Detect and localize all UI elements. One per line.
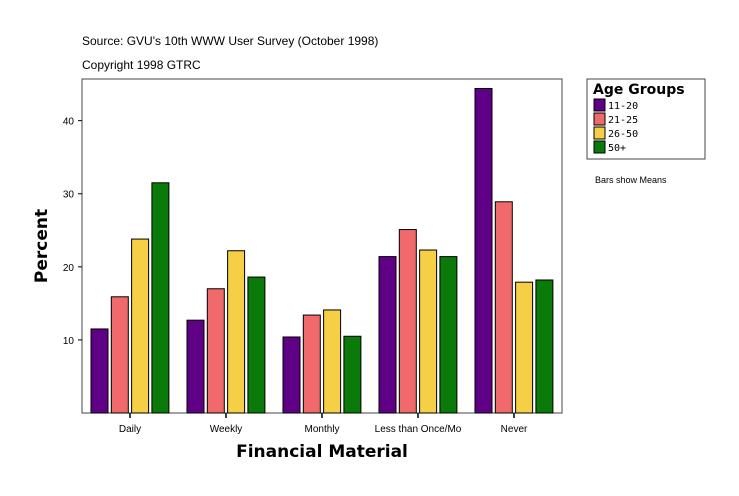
y-tick-label: 10 [63,336,75,347]
bar-11-20-Weekly [186,319,205,414]
bar-21-25-Less than Once/Mo [398,229,417,414]
bar-11-20-Less than Once/Mo [378,256,397,414]
legend-box [586,78,706,160]
x-tick-label: Daily [119,424,141,435]
bar-50+-Daily [151,182,170,414]
bar-11-20-Never [474,88,493,414]
bar-50+-Weekly [247,276,266,414]
legend-label: 50+ [608,143,626,154]
bar-26-50-Never [515,281,534,414]
bar-26-50-Less than Once/Mo [419,249,438,414]
legend-swatch [593,140,606,154]
legend-title: Age Groups [593,82,685,98]
legend: Age Groups 11-20 21-25 26-50 50+ [586,78,706,160]
legend-swatch [593,112,606,126]
x-tick-label: Weekly [210,424,243,435]
x-tick-label: Less than Once/Mo [375,424,462,435]
y-tick-label: 40 [63,117,75,128]
legend-label: 26-50 [608,129,638,140]
bar-21-25-Weekly [206,288,225,414]
y-axis-label: Percent [32,209,52,283]
chart-title: Source: GVU's 10th WWW User Survey (Octo… [82,34,378,48]
bar-11-20-Daily [90,328,109,414]
bar-11-20-Monthly [282,336,301,414]
y-tick-label: 30 [63,190,75,201]
legend-swatch [593,126,606,140]
bar-26-50-Daily [131,238,150,414]
bar-26-50-Monthly [323,309,342,414]
chart-subtitle: Copyright 1998 GTRC [82,58,201,72]
x-tick-label: Never [501,424,528,435]
legend-swatch [593,98,606,112]
bar-26-50-Weekly [227,250,246,414]
legend-label: 21-25 [608,115,638,126]
bar-50+-Never [535,279,554,414]
bar-21-25-Daily [110,296,129,414]
y-tick-label: 20 [63,263,75,274]
bar-50+-Monthly [343,335,362,414]
legend-label: 11-20 [608,101,638,112]
x-tick-label: Monthly [304,424,339,435]
bars-note: Bars show Means [595,175,667,185]
bar-21-25-Never [494,201,513,414]
x-axis-label: Financial Material [236,442,408,462]
bar-21-25-Monthly [302,314,321,414]
bar-50+-Less than Once/Mo [439,256,458,414]
